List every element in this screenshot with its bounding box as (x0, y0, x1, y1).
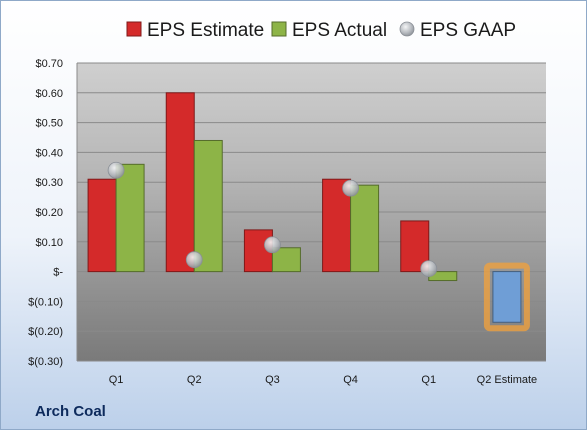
legend: EPS Estimate EPS Actual EPS GAAP (126, 20, 516, 41)
x-tick-label: Q1 (109, 374, 124, 386)
y-tick-label: $(0.10) (28, 296, 63, 308)
bar-eps-estimate (165, 92, 195, 273)
marker-eps-gaap (342, 179, 359, 197)
y-tick-label: $- (53, 267, 63, 279)
y-tick-label: $0.70 (35, 58, 63, 70)
company-name: Arch Coal (35, 403, 106, 420)
bar-eps-actual (350, 184, 380, 273)
y-tick-label: $0.40 (35, 147, 63, 159)
gaap-markers (107, 161, 438, 278)
legend-swatch-eps-actual (271, 21, 287, 37)
legend-swatch-eps-gaap (399, 21, 415, 37)
x-tick-label: Q4 (343, 374, 358, 386)
marker-eps-gaap (107, 161, 125, 179)
bars (87, 92, 530, 332)
legend-label: EPS GAAP (420, 20, 516, 41)
y-tick-label: $0.20 (35, 207, 63, 219)
legend-swatch-eps-estimate (126, 21, 142, 37)
y-axis: $0.70 $0.60 $0.50 $0.40 $0.30 $0.20 $0.10 $- $(0… (28, 58, 78, 368)
y-tick-label: $0.10 (35, 237, 63, 249)
forecast-highlight (483, 262, 530, 332)
marker-eps-gaap (420, 260, 438, 278)
legend-label: EPS Estimate (147, 20, 264, 41)
legend-label: EPS Actual (292, 20, 387, 41)
y-tick-label: $0.50 (35, 118, 63, 130)
gridlines (77, 62, 546, 362)
marker-eps-gaap (185, 251, 203, 269)
x-tick-label: Q2 (187, 374, 202, 386)
bar-forecast (492, 271, 522, 323)
x-tick-label: Q1 (421, 374, 436, 386)
bar-eps-estimate (87, 178, 117, 273)
y-tick-label: $(0.30) (28, 356, 63, 368)
marker-eps-gaap (264, 236, 281, 254)
x-axis: Q1 Q2 Q3 Q4 Q1 Q2 Estimate (109, 374, 537, 386)
y-tick-label: $0.60 (35, 88, 63, 100)
bar-eps-actual (115, 163, 145, 273)
y-tick-label: $(0.20) (28, 326, 63, 338)
x-tick-label: Q2 Estimate (477, 374, 538, 386)
y-tick-label: $0.30 (35, 177, 63, 189)
bar-eps-actual (271, 247, 301, 273)
bar-eps-actual (193, 139, 223, 273)
x-tick-label: Q3 (265, 374, 280, 386)
